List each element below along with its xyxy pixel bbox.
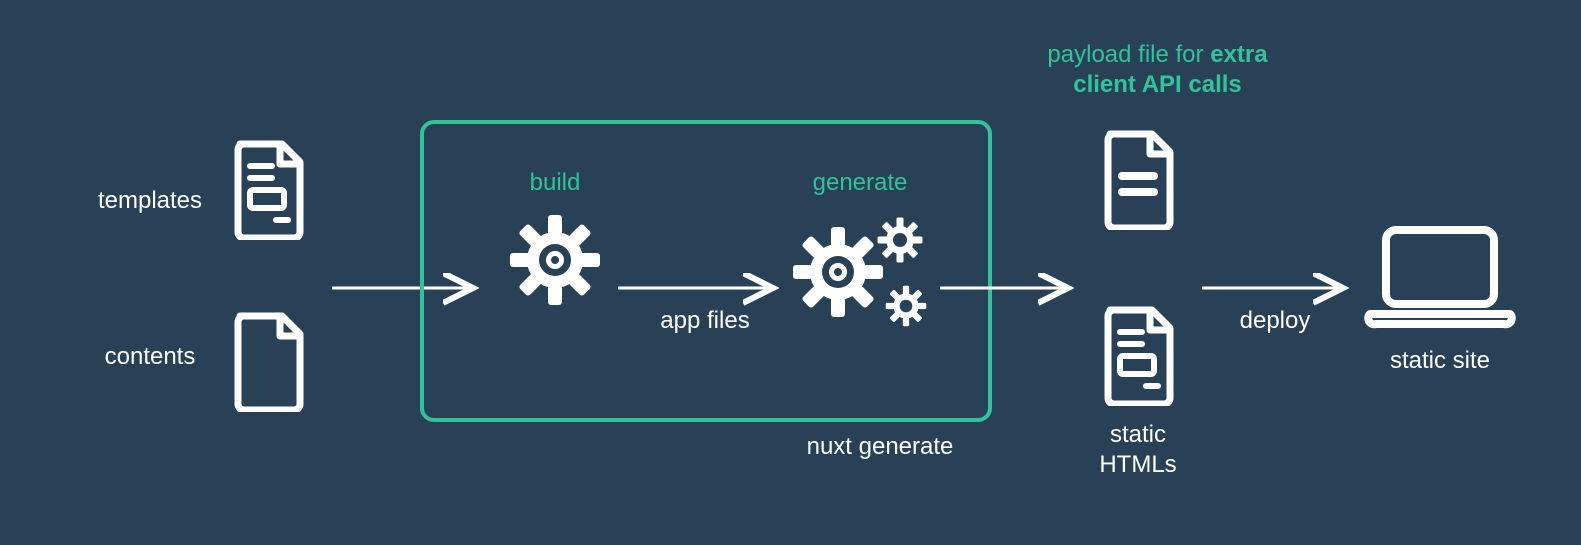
static-htmls-label: staticHTMLs [1078,420,1198,480]
payload-label-prefix: payload file for [1047,41,1210,68]
payload-label: payload file for extra client API calls [1030,40,1285,100]
templates-label: templates [80,186,220,216]
build-gear-icon [505,210,605,315]
arrow-output-to-deploy [1202,286,1360,306]
laptop-icon [1360,222,1520,337]
static-htmls-file-icon [1100,306,1178,411]
templates-file-icon [230,140,308,245]
nuxt-generate-label: nuxt generate [770,432,990,462]
generate-label: generate [790,168,930,198]
arrow-generate-to-output [940,286,1085,306]
build-label: build [495,168,615,198]
contents-file-icon [230,312,308,417]
app-files-label: app files [640,306,770,336]
deploy-label: deploy [1215,306,1335,336]
static-site-label: static site [1360,346,1520,376]
contents-label: contents [80,342,220,372]
diagram-canvas: templates contents build [0,0,1581,545]
arrow-build-to-generate [618,286,790,306]
generate-gears-icon [790,210,940,345]
payload-file-icon [1100,130,1178,235]
